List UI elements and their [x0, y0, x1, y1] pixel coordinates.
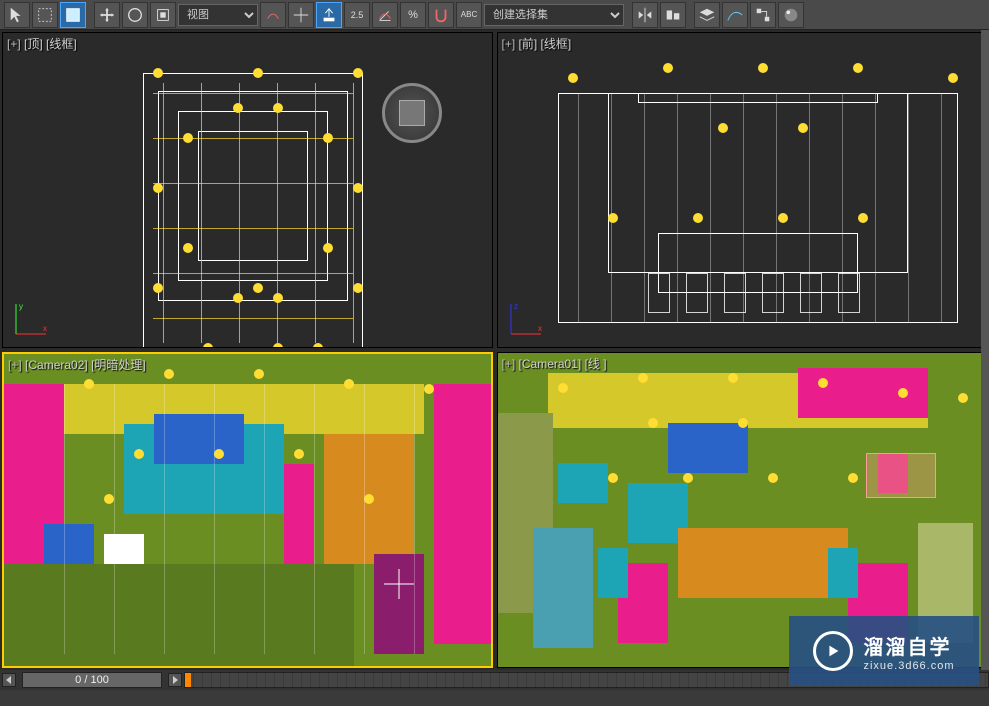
timeline-next-key[interactable] [168, 673, 182, 687]
tool-align[interactable] [660, 2, 686, 28]
viewport-top[interactable]: [+] [顶] [线框] xy [2, 32, 493, 348]
status-bar [0, 690, 989, 706]
timeline-marker[interactable] [185, 673, 191, 687]
tool-snap-toggle-3[interactable] [316, 2, 342, 28]
tool-snap-25[interactable]: 2.5 [344, 2, 370, 28]
timeline-prev-key[interactable] [2, 673, 16, 687]
viewport-camera02[interactable]: [+] [Camera02] [明暗处理] [2, 352, 493, 668]
tool-curve-editor[interactable] [722, 2, 748, 28]
tool-mirror[interactable] [632, 2, 658, 28]
reference-coord-dropdown[interactable]: 视图 [178, 4, 258, 26]
tool-select-arrow[interactable] [4, 2, 30, 28]
viewport-front[interactable]: [+] [前] [线框] xz [497, 32, 988, 348]
tool-snap-percent[interactable]: % [400, 2, 426, 28]
tool-select-window[interactable] [60, 2, 86, 28]
tool-move[interactable] [94, 2, 120, 28]
tool-edit-named-sel[interactable]: ABC [456, 2, 482, 28]
tool-snap-toggle-2[interactable] [288, 2, 314, 28]
play-icon [813, 631, 853, 671]
time-slider[interactable]: 0 / 100 [22, 672, 162, 688]
tool-layers[interactable] [694, 2, 720, 28]
viewcube[interactable] [382, 83, 442, 143]
viewport-grid: [+] [顶] [线框] xy [+] [前] [线框] xz [+] [Cam… [0, 30, 989, 670]
tool-schematic[interactable] [750, 2, 776, 28]
tool-rotate[interactable] [122, 2, 148, 28]
tool-snap-magnet[interactable] [428, 2, 454, 28]
watermark-badge: 溜溜自学 zixue.3d66.com [789, 616, 979, 686]
tool-scale[interactable] [150, 2, 176, 28]
command-panel-edge[interactable] [981, 30, 989, 670]
tool-snap-toggle-1[interactable] [260, 2, 286, 28]
named-selection-dropdown[interactable]: 创建选择集 [484, 4, 624, 26]
tool-snap-angle[interactable] [372, 2, 398, 28]
watermark-url: zixue.3d66.com [863, 660, 954, 672]
tool-material[interactable] [778, 2, 804, 28]
cursor-crosshair-icon [384, 569, 414, 599]
tool-select-region[interactable] [32, 2, 58, 28]
watermark-title: 溜溜自学 [863, 631, 954, 660]
main-toolbar: 视图 2.5 % ABC 创建选择集 [0, 0, 989, 30]
